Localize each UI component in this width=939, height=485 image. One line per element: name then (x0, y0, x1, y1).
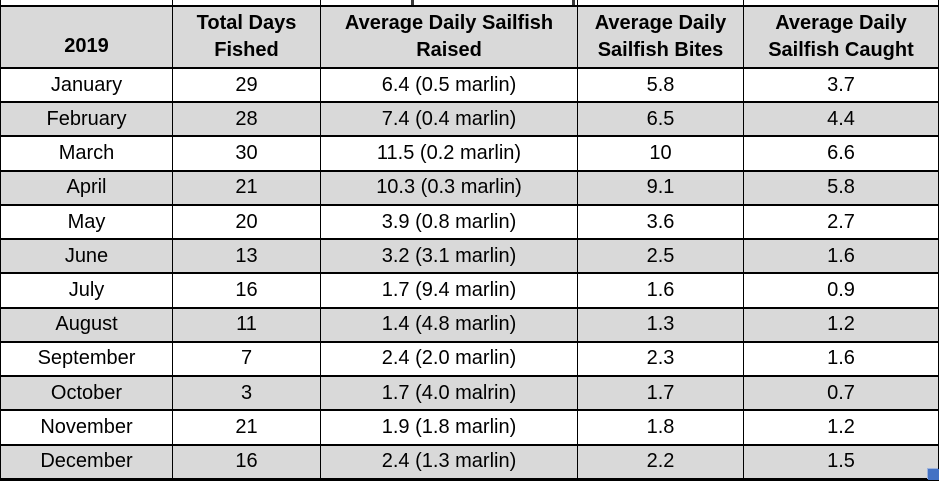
cell-caught[interactable]: 6.6 (743, 135, 939, 172)
cell-month[interactable]: December (0, 443, 173, 481)
header-line: Raised (416, 39, 482, 61)
header-line: Average Daily (775, 12, 907, 34)
cell-bites[interactable]: 1.6 (577, 272, 744, 309)
cell-raised[interactable]: 3.2 (3.1 marlin) (320, 238, 578, 275)
cropped-text-fragment (572, 0, 575, 5)
cell-raised[interactable]: 10.3 (0.3 marlin) (320, 169, 578, 206)
table-row-july: July 16 1.7 (9.4 marlin) 1.6 0.9 (0, 272, 939, 309)
cell-caught[interactable]: 3.7 (743, 66, 939, 104)
header-year[interactable]: 2019 (0, 5, 173, 69)
table-row-december: December 16 2.4 (1.3 marlin) 2.2 1.5 (0, 443, 939, 481)
cell-bites[interactable]: 3.6 (577, 203, 744, 241)
cell-month[interactable]: August (0, 306, 173, 343)
cell-raised[interactable]: 3.9 (0.8 marlin) (320, 203, 578, 241)
header-sailfish-bites[interactable]: Average Daily Sailfish Bites (577, 5, 744, 69)
header-total-days-fished[interactable]: Total Days Fished (172, 5, 321, 69)
cropped-cell (743, 0, 939, 7)
cell-days-fished[interactable]: 29 (172, 66, 321, 104)
cell-raised[interactable]: 7.4 (0.4 marlin) (320, 101, 578, 138)
cell-bites[interactable]: 1.3 (577, 306, 744, 343)
cell-caught[interactable]: 0.7 (743, 375, 939, 412)
cell-days-fished[interactable]: 21 (172, 409, 321, 446)
cell-month[interactable]: February (0, 101, 173, 138)
cell-bites[interactable]: 1.8 (577, 409, 744, 446)
cell-caught[interactable]: 1.2 (743, 306, 939, 343)
table-row-september: September 7 2.4 (2.0 marlin) 2.3 1.6 (0, 340, 939, 378)
header-line: Sailfish Bites (597, 39, 724, 61)
cell-bites[interactable]: 9.1 (577, 169, 744, 206)
cell-month[interactable]: April (0, 169, 173, 206)
cropped-row-above (0, 0, 939, 7)
header-line: Sailfish Caught (768, 39, 914, 61)
cell-days-fished[interactable]: 21 (172, 169, 321, 206)
table-row-april: April 21 10.3 (0.3 marlin) 9.1 5.8 (0, 169, 939, 206)
cell-days-fished[interactable]: 3 (172, 375, 321, 412)
cell-caught[interactable]: 0.9 (743, 272, 939, 309)
cell-days-fished[interactable]: 7 (172, 340, 321, 378)
cell-caught[interactable]: 4.4 (743, 101, 939, 138)
cell-raised[interactable]: 6.4 (0.5 marlin) (320, 66, 578, 104)
cell-days-fished[interactable]: 11 (172, 306, 321, 343)
cell-month[interactable]: September (0, 340, 173, 378)
cell-bites[interactable]: 6.5 (577, 101, 744, 138)
cell-month[interactable]: October (0, 375, 173, 412)
cell-days-fished[interactable]: 16 (172, 443, 321, 481)
cell-days-fished[interactable]: 16 (172, 272, 321, 309)
cell-bites[interactable]: 2.5 (577, 238, 744, 275)
cell-caught[interactable]: 1.2 (743, 409, 939, 446)
cell-days-fished[interactable]: 28 (172, 101, 321, 138)
header-line: Average Daily (594, 12, 727, 34)
table-row-august: August 11 1.4 (4.8 marlin) 1.3 1.2 (0, 306, 939, 343)
cell-bites[interactable]: 5.8 (577, 66, 744, 104)
cell-month[interactable]: November (0, 409, 173, 446)
header-line: Average Daily Sailfish (344, 12, 554, 34)
table-row-february: February 28 7.4 (0.4 marlin) 6.5 4.4 (0, 101, 939, 138)
cell-month[interactable]: March (0, 135, 173, 172)
header-sailfish-raised[interactable]: Average Daily Sailfish Raised (320, 5, 578, 69)
cropped-text-fragment (411, 0, 414, 5)
cell-raised[interactable]: 2.4 (2.0 marlin) (320, 340, 578, 378)
cell-month[interactable]: January (0, 66, 173, 104)
table-row-october: October 3 1.7 (4.0 malrin) 1.7 0.7 (0, 375, 939, 412)
table-row-june: June 13 3.2 (3.1 marlin) 2.5 1.6 (0, 238, 939, 275)
header-line: Fished (214, 39, 279, 61)
cell-raised[interactable]: 2.4 (1.3 marlin) (320, 443, 578, 481)
cell-raised[interactable]: 1.7 (9.4 marlin) (320, 272, 578, 309)
cell-bites[interactable]: 2.2 (577, 443, 744, 481)
cell-month[interactable]: June (0, 238, 173, 275)
cell-month[interactable]: July (0, 272, 173, 309)
header-row: 2019 Total Days Fished Average Daily Sai… (0, 5, 939, 69)
cell-caught[interactable]: 1.6 (743, 340, 939, 378)
cell-bites[interactable]: 2.3 (577, 340, 744, 378)
header-line: Total Days (196, 12, 297, 34)
cell-caught[interactable]: 5.8 (743, 169, 939, 206)
cell-raised[interactable]: 1.4 (4.8 marlin) (320, 306, 578, 343)
header-sailfish-caught[interactable]: Average Daily Sailfish Caught (743, 5, 939, 69)
table-row-november: November 21 1.9 (1.8 marlin) 1.8 1.2 (0, 409, 939, 446)
cell-days-fished[interactable]: 20 (172, 203, 321, 241)
selection-fill-handle[interactable] (928, 469, 939, 480)
cell-bites[interactable]: 1.7 (577, 375, 744, 412)
cell-days-fished[interactable]: 13 (172, 238, 321, 275)
cell-raised[interactable]: 1.9 (1.8 marlin) (320, 409, 578, 446)
cell-raised[interactable]: 1.7 (4.0 malrin) (320, 375, 578, 412)
table-row-january: January 29 6.4 (0.5 marlin) 5.8 3.7 (0, 66, 939, 104)
cell-raised[interactable]: 11.5 (0.2 marlin) (320, 135, 578, 172)
table-row-march: March 30 11.5 (0.2 marlin) 10 6.6 (0, 135, 939, 172)
cell-days-fished[interactable]: 30 (172, 135, 321, 172)
cell-bites[interactable]: 10 (577, 135, 744, 172)
cell-caught[interactable]: 1.6 (743, 238, 939, 275)
cell-month[interactable]: May (0, 203, 173, 241)
cell-caught[interactable]: 1.5 (743, 443, 939, 481)
table-row-may: May 20 3.9 (0.8 marlin) 3.6 2.7 (0, 203, 939, 241)
cell-caught[interactable]: 2.7 (743, 203, 939, 241)
